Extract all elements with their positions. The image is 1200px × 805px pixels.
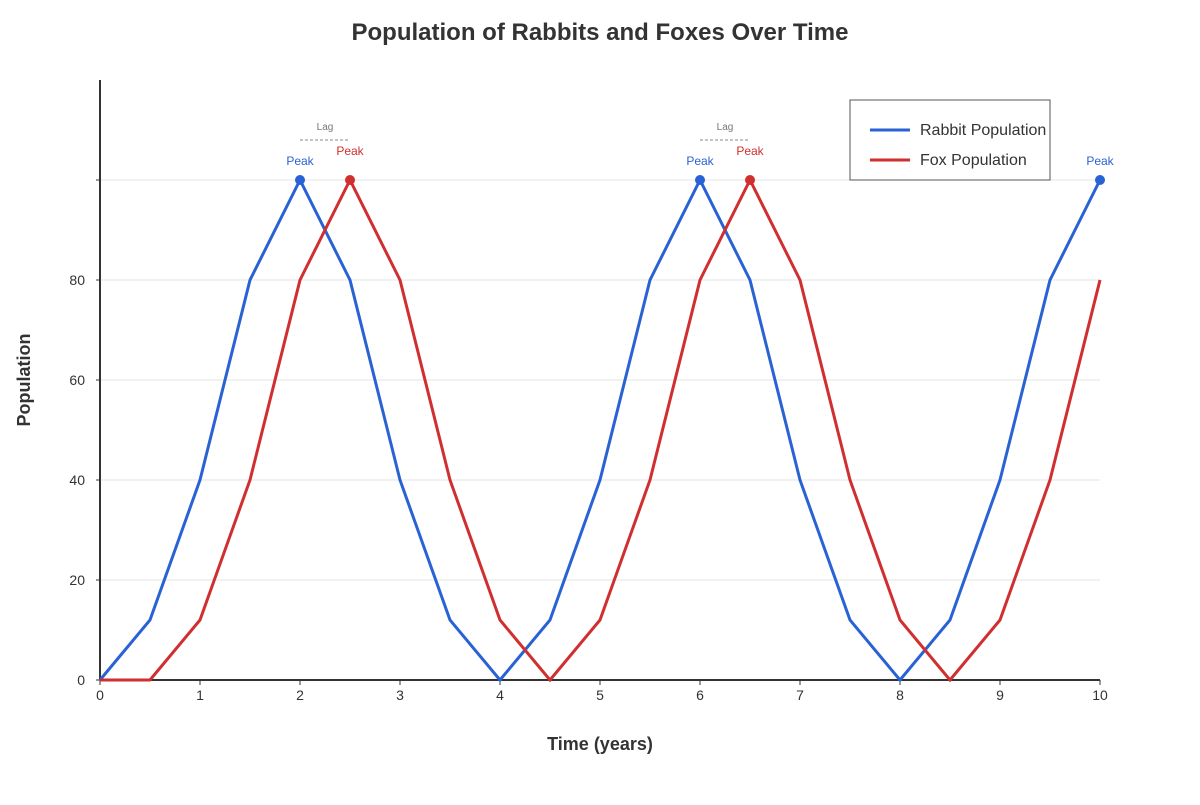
y-axis-label: Population [14, 334, 34, 427]
gridlines [100, 179, 1100, 581]
peak-label: Peak [686, 154, 714, 168]
y-tick-label: 80 [69, 272, 85, 288]
legend-label: Fox Population [920, 152, 1027, 169]
peak-marker [695, 175, 705, 185]
series-lines [98, 176, 1102, 683]
x-tick-label: 2 [296, 687, 304, 703]
peak-label: Peak [336, 144, 364, 158]
lag-label: Lag [317, 122, 334, 133]
x-tick-label: 5 [596, 687, 604, 703]
y-tick-label: 40 [69, 472, 85, 488]
series-line-rabbit [98, 176, 1102, 683]
x-tick-label: 9 [996, 687, 1004, 703]
peak-marker [345, 175, 355, 185]
peak-marker [745, 175, 755, 185]
lag-label: Lag [717, 122, 734, 133]
peak-marker [1095, 175, 1105, 185]
peak-marker [295, 175, 305, 185]
x-tick-label: 3 [396, 687, 404, 703]
peak-label: Peak [286, 154, 314, 168]
peak-label: Peak [736, 144, 764, 158]
x-tick-label: 1 [196, 687, 204, 703]
x-tick-label: 0 [96, 687, 104, 703]
series-line-fox [100, 176, 1102, 683]
x-tick-label: 7 [796, 687, 804, 703]
x-tick-label: 4 [496, 687, 504, 703]
legend: Rabbit Population Fox Population [849, 99, 1051, 181]
y-tick-label: 20 [69, 572, 85, 588]
axes: 0 20 40 60 80 0 1 2 3 4 5 6 7 8 9 10 [69, 80, 1108, 703]
y-tick-label: 0 [77, 672, 85, 688]
peak-label: Peak [1086, 154, 1114, 168]
x-tick-label: 10 [1092, 687, 1108, 703]
legend-label: Rabbit Population [920, 122, 1046, 139]
chart-title: Population of Rabbits and Foxes Over Tim… [352, 19, 849, 46]
x-tick-label: 8 [896, 687, 904, 703]
x-tick-label: 6 [696, 687, 704, 703]
x-axis-label: Time (years) [547, 734, 653, 754]
y-tick-label: 60 [69, 372, 85, 388]
legend-box [849, 99, 1051, 181]
